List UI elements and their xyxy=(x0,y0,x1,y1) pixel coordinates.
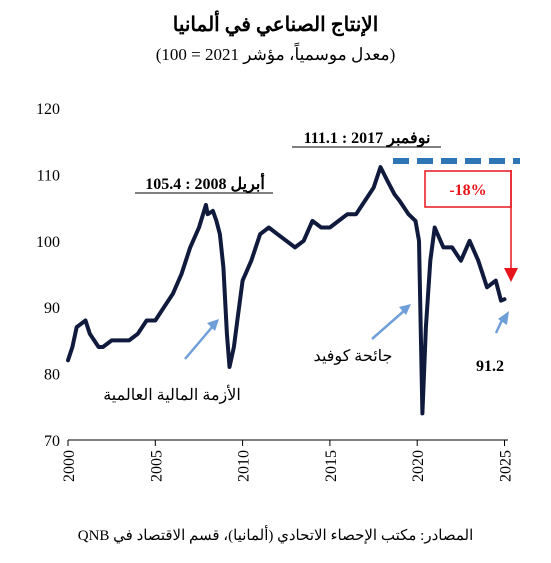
y-tick-label: 110 xyxy=(37,167,60,184)
y-tick-label: 70 xyxy=(44,433,60,450)
ticks-group: 70 80 90 100 110 120 2000 2005 2010 2015 2020 2025 xyxy=(36,101,515,482)
decline-label: -18% xyxy=(449,182,486,199)
x-tick-label: 2025 xyxy=(498,450,515,482)
callout-crisis-line xyxy=(184,325,214,360)
y-tick-label: 80 xyxy=(44,367,60,384)
x-tick-label: 2020 xyxy=(410,450,427,482)
chart-subtitle: (معدل موسمياً، مؤشر 2021 = 100) xyxy=(155,45,396,64)
x-tick-label: 2000 xyxy=(61,450,78,482)
annotation-crisis: الأزمة المالية العالمية xyxy=(103,385,241,404)
callout-crisis-head xyxy=(207,319,219,331)
callout-covid-line xyxy=(371,309,406,340)
x-tick-label: 2005 xyxy=(148,450,165,482)
annotation-last-value: 91.2 xyxy=(476,358,504,375)
y-tick-label: 100 xyxy=(36,234,60,251)
series-line-industrial-production xyxy=(66,165,507,416)
source-note: المصادر: مكتب الإحصاء الاتحادي (ألمانيا)… xyxy=(77,528,474,544)
chart-title: الإنتاج الصناعي في ألمانيا xyxy=(172,14,379,36)
annotations-group: نوفمبر 2017 : 111.1 أبريل 2008 : 105.4 -… xyxy=(103,130,520,404)
decline-box xyxy=(424,170,512,208)
y-tick-label: 90 xyxy=(44,300,60,317)
annotation-peak-2017: نوفمبر 2017 : 111.1 xyxy=(304,130,431,148)
annotation-peak-2008: أبريل 2008 : 105.4 xyxy=(145,172,265,194)
decline-arrow-head xyxy=(504,268,518,282)
y-tick-label: 120 xyxy=(36,101,60,118)
x-tick-label: 2015 xyxy=(323,450,340,482)
callout-last-value-head xyxy=(498,311,509,325)
annotation-covid: جائحة كوفيد xyxy=(314,348,393,365)
x-tick-label: 2010 xyxy=(236,450,253,482)
callout-covid-head xyxy=(399,304,411,315)
